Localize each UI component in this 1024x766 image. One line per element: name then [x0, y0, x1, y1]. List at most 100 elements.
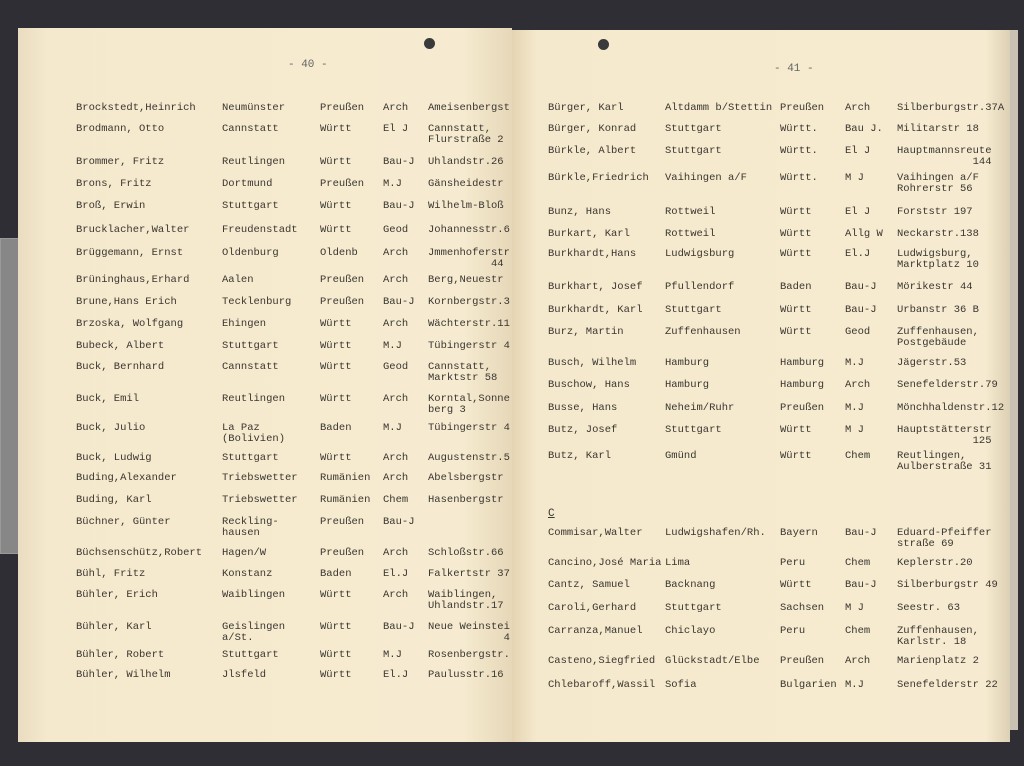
cell-name: Butz, Karl: [548, 450, 612, 462]
cell-name: Buding, Karl: [76, 494, 152, 506]
cell-department: M.J: [383, 422, 402, 434]
cell-name: Bühler, Erich: [76, 589, 158, 601]
cell-place: Hagen/W: [222, 547, 267, 559]
cell-state: Württ: [780, 450, 812, 462]
cell-place: Oldenburg: [222, 247, 279, 259]
cell-name: Brockstedt,Heinrich: [76, 102, 196, 114]
cell-name: Buschow, Hans: [548, 379, 630, 391]
cell-name: Buck, Bernhard: [76, 361, 165, 373]
cell-state: Württ: [780, 579, 812, 591]
cell-name: Buck, Emil: [76, 393, 140, 405]
cell-state: Bayern: [780, 527, 818, 539]
cell-place: Stuttgart: [665, 304, 722, 316]
cell-state: Württ: [320, 669, 352, 681]
cell-state: Hamburg: [780, 379, 825, 391]
cell-address: Vaihingen a/F Rohrerstr 56: [897, 172, 979, 195]
cell-place: Waiblingen: [222, 589, 286, 601]
section-letter: C: [548, 508, 555, 520]
cell-address: Korntal,Sonne berg 3: [428, 393, 510, 416]
cell-address: Eduard-Pfeiffer straße 69: [897, 527, 992, 550]
cell-state: Preußen: [320, 296, 365, 308]
cell-place: Sofia: [665, 679, 697, 691]
cell-place: Aalen: [222, 274, 254, 286]
cell-address: Augustenstr.5: [428, 452, 510, 464]
cell-place: Vaihingen a/F: [665, 172, 747, 184]
cell-name: Bühler, Wilhelm: [76, 669, 171, 681]
cell-place: Dortmund: [222, 178, 273, 190]
cell-department: Arch: [383, 472, 409, 484]
cell-address: Mörikestr 44: [897, 281, 973, 293]
cell-address: Zuffenhausen, Karlstr. 18: [897, 625, 979, 648]
cell-department: El.J: [383, 568, 409, 580]
cell-department: Chem: [845, 557, 871, 569]
cell-name: Bühl, Fritz: [76, 568, 146, 580]
cell-address: Falkertstr 37: [428, 568, 510, 580]
cell-address: Tübingerstr 4: [428, 340, 510, 352]
cell-department: Bau-J: [383, 156, 415, 168]
cell-address: Reutlingen, Aulberstraße 31: [897, 450, 992, 473]
cell-department: Chem: [845, 450, 871, 462]
cell-department: Bau-J: [845, 304, 877, 316]
cell-name: Casteno,Siegfried: [548, 655, 656, 667]
cell-address: Neckarstr.138: [897, 228, 979, 240]
cell-department: M.J: [845, 402, 864, 414]
cell-department: Geod: [383, 224, 409, 236]
cell-address: Abelsbergstr: [428, 472, 504, 484]
cell-place: Neheim/Ruhr: [665, 402, 735, 414]
cell-place: Ludwigshafen/Rh.: [665, 527, 766, 539]
book-edge: [1008, 30, 1018, 730]
cell-state: Württ: [320, 200, 352, 212]
cell-name: Brüninghaus,Erhard: [76, 274, 190, 286]
cell-place: Freudenstadt: [222, 224, 298, 236]
binding-hole: [424, 38, 435, 49]
cell-department: El J: [845, 145, 871, 157]
cell-state: Preußen: [320, 547, 365, 559]
cell-department: Bau-J: [383, 516, 415, 528]
cell-place: Cannstatt: [222, 361, 279, 373]
cell-department: Bau-J: [845, 281, 877, 293]
cell-address: Cannstatt, Marktstr 58: [428, 361, 498, 384]
cell-state: Bulgarien: [780, 679, 837, 691]
cell-name: Burkhardt, Karl: [548, 304, 643, 316]
cell-department: Arch: [845, 655, 871, 667]
cell-name: Busch, Wilhelm: [548, 357, 637, 369]
cell-place: Gmünd: [665, 450, 697, 462]
cell-name: Burz, Martin: [548, 326, 624, 338]
cell-address: Wilhelm-Bloß: [428, 200, 504, 212]
cell-department: El J: [383, 123, 409, 135]
cell-place: Hamburg: [665, 379, 710, 391]
cell-state: Preußen: [320, 516, 365, 528]
cell-place: Glückstadt/Elbe: [665, 655, 760, 667]
cell-state: Württ.: [780, 145, 818, 157]
cell-state: Württ: [320, 361, 352, 373]
cell-department: Arch: [383, 393, 409, 405]
cell-place: Stuttgart: [222, 200, 279, 212]
cell-name: Bürkle,Friedrich: [548, 172, 649, 184]
cell-state: Peru: [780, 625, 806, 637]
cell-place: Stuttgart: [222, 452, 279, 464]
cell-address: Hauptmannsreute 144: [897, 145, 992, 168]
cell-state: Rumänien: [320, 472, 371, 484]
cell-state: Preußen: [320, 274, 365, 286]
cell-name: Carranza,Manuel: [548, 625, 643, 637]
cell-place: Altdamm b/Stettin: [665, 102, 773, 114]
cell-state: Preußen: [320, 178, 365, 190]
cell-address: Hauptstätterstr 125: [897, 424, 992, 447]
cell-address: Wächterstr.11: [428, 318, 510, 330]
cell-department: Arch: [383, 547, 409, 559]
cell-address: Militarstr 18: [897, 123, 979, 135]
cell-department: Geod: [845, 326, 871, 338]
cell-department: El.J: [845, 248, 871, 260]
cell-department: M J: [845, 172, 864, 184]
cell-address: Rosenbergstr.: [428, 649, 510, 661]
cell-place: Tecklenburg: [222, 296, 292, 308]
cell-place: Rottweil: [665, 228, 716, 240]
cell-name: Brons, Fritz: [76, 178, 152, 190]
cell-department: El.J: [383, 669, 409, 681]
cell-name: Brüggemann, Ernst: [76, 247, 184, 259]
cell-address: Jägerstr.53: [897, 357, 967, 369]
cell-name: Buck, Ludwig: [76, 452, 152, 464]
cell-address: Kornbergstr.3: [428, 296, 510, 308]
cell-name: Brodmann, Otto: [76, 123, 165, 135]
cell-place: Lima: [665, 557, 691, 569]
